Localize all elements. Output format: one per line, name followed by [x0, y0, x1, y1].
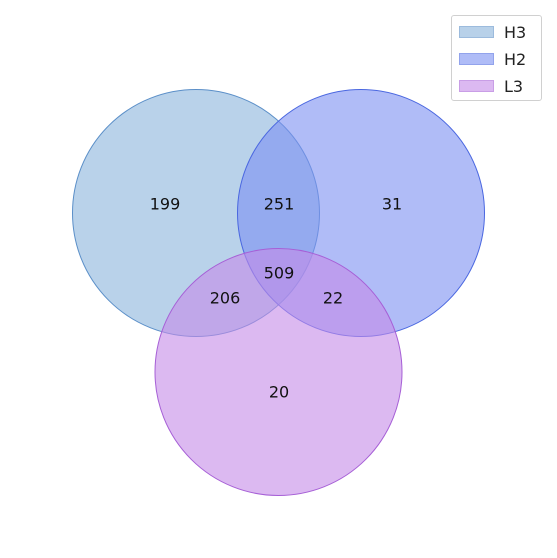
legend-item-h3: H3	[459, 22, 527, 42]
legend: H3 H2 L3	[451, 15, 542, 101]
circle-l3	[154, 248, 403, 496]
region-label-l3: 20	[269, 383, 289, 402]
legend-label-l3: L3	[504, 76, 524, 96]
legend-swatch-l3	[459, 80, 494, 92]
region-label-h2: 31	[382, 195, 402, 214]
venn-region-labels: 199 31 20 251 206 22 509	[150, 195, 402, 402]
legend-label-h3: H3	[504, 22, 527, 42]
region-label-h3: 199	[150, 195, 181, 214]
legend-label-h2: H2	[504, 49, 527, 69]
legend-swatch-h3	[459, 26, 494, 38]
region-label-h2-l3: 22	[323, 289, 343, 308]
legend-item-l3: L3	[459, 76, 524, 96]
legend-swatch-h2	[459, 53, 494, 65]
region-label-h3-l3: 206	[210, 289, 241, 308]
region-label-h3-h2-l3: 509	[264, 264, 295, 283]
legend-item-h2: H2	[459, 49, 527, 69]
region-label-h3-h2: 251	[264, 195, 295, 214]
venn-circles	[72, 89, 485, 496]
